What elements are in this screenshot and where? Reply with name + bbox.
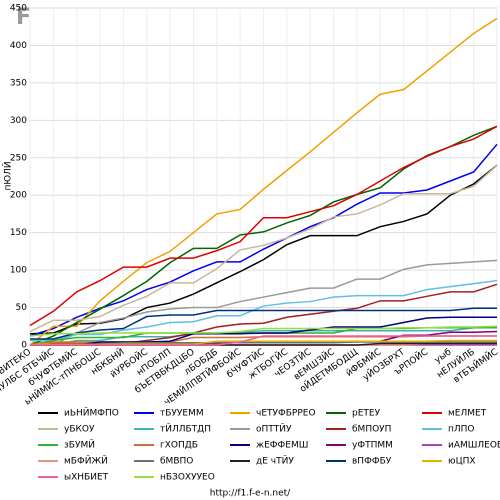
legend-label: иЬНЙМФПО: [64, 407, 119, 419]
legend-label: мБФЙЖЙ: [64, 455, 108, 467]
legend-label: рЕТЕУ: [352, 409, 381, 419]
y-tick-label: 0: [21, 341, 27, 351]
y-tick-label: 100: [10, 266, 27, 276]
legend-label: иАМШЛЕОВЕТЗ: [448, 441, 500, 451]
y-tick-label: 200: [10, 191, 27, 201]
y-tick-label: 400: [10, 41, 27, 51]
series-line: [30, 316, 497, 346]
footer: http://f1.f-e-n.net/: [210, 489, 291, 499]
series-line: [30, 307, 497, 340]
legend-label: бМВПО: [160, 457, 193, 467]
legend-label: уФТПММ: [352, 441, 393, 451]
legend-label: чЕТУФБРРЕО: [256, 409, 316, 419]
legend-label: бМПОУП: [352, 425, 391, 435]
y-tick-label: 350: [10, 78, 27, 88]
legend-label: пЛПО: [448, 425, 475, 435]
legend-label: зБУМЙ: [64, 439, 95, 451]
legend-label: нБЗОХУУЕО: [160, 473, 215, 483]
y-tick-label: 150: [10, 228, 27, 238]
series-line: [29, 325, 498, 337]
legend-label: юЦПХ: [448, 457, 476, 467]
legend-label: жЕФФЕМШ: [256, 441, 308, 451]
series-line: [30, 259, 498, 346]
series-line: [30, 335, 497, 346]
legend-label: уБКОУ: [64, 425, 95, 435]
series-line: [30, 327, 497, 346]
series-line: [29, 164, 498, 333]
legend-label: оПТТЙУ: [256, 423, 292, 435]
y-tick-label: 450: [10, 4, 27, 14]
legend-label: дЕ чТЙУ: [256, 455, 294, 467]
legend-label: вПФФБУ: [352, 457, 392, 467]
y-tick-label: 50: [16, 303, 28, 313]
legend-label: тЙЛЛБТДП: [160, 423, 211, 435]
series-line: [29, 125, 498, 327]
legend-label: ыХНБИЕТ: [64, 473, 109, 483]
legend-label: тБУУЕММ: [160, 409, 204, 419]
legend-label: мЕЛМЕТ: [448, 409, 487, 419]
y-tick-label: 300: [10, 116, 27, 126]
legend-label: гХОПДБ: [160, 441, 198, 451]
series-line: [29, 17, 498, 346]
series-line: [29, 143, 498, 337]
y-tick-label: 250: [10, 153, 27, 163]
y-axis-label: пЮЛЙ: [2, 161, 14, 190]
